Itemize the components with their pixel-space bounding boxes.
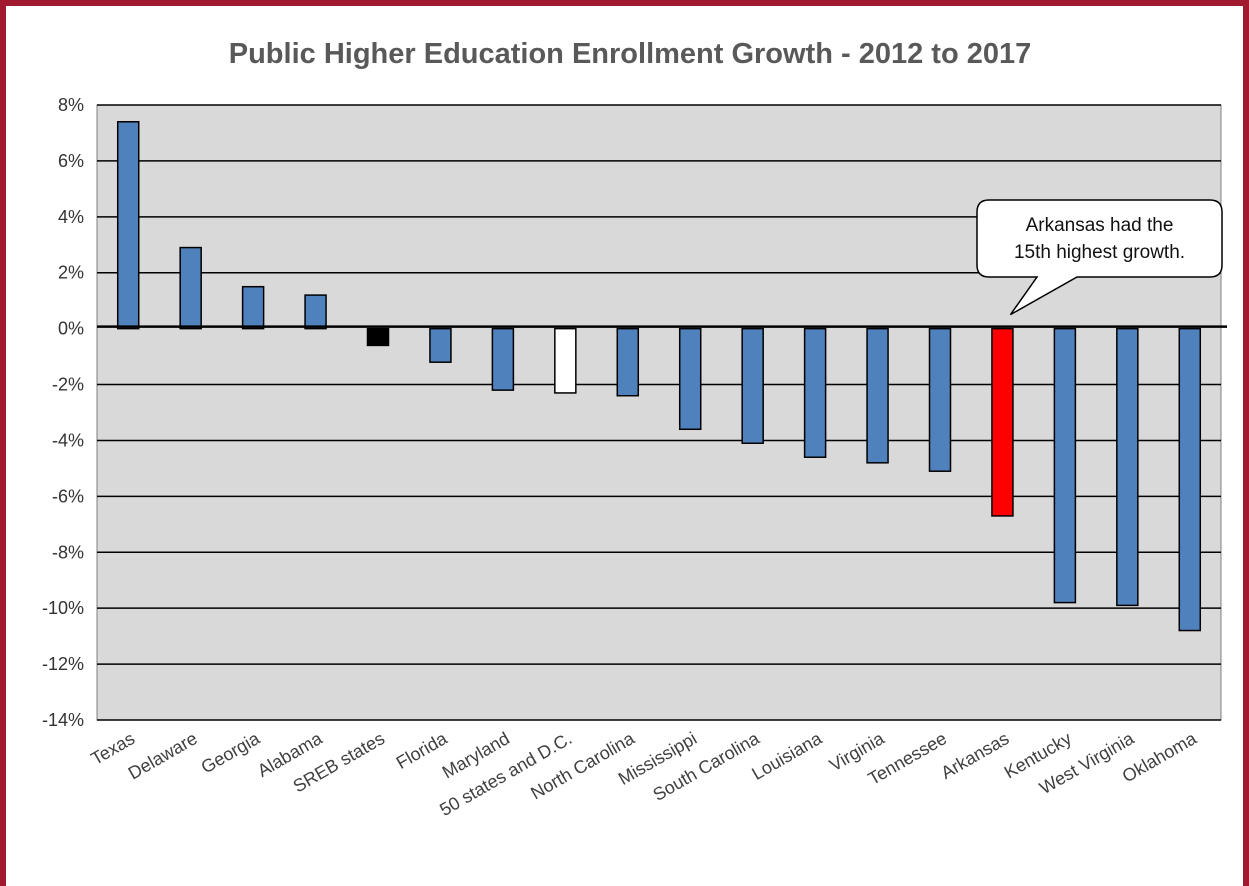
bar-oklahoma [1178,327,1202,632]
x-tick-label: Arkansas [937,728,1012,783]
y-tick-label: 8% [58,95,84,115]
plot-background [96,104,1222,721]
x-tick-label: Delaware [125,728,201,783]
bar-florida [429,327,452,363]
callout-bubble [976,199,1223,316]
bar-kentucky [1053,327,1077,604]
bar-maryland [491,327,515,391]
y-tick-label: -8% [52,542,84,562]
bar-texas [116,121,140,330]
plot-area: 8%6%4%2%0%-2%-4%-6%-8%-10%-12%-14%TexasD… [42,95,1227,820]
y-tick-label: 2% [58,263,84,283]
y-tick-label: -2% [52,375,84,395]
y-tick-label: 0% [58,319,84,339]
bar-alabama [304,294,327,330]
callout-text-line: Arkansas had the [1026,215,1174,236]
bar-50-states-and-d-c [554,327,577,394]
y-tick-label: -10% [42,598,84,618]
bar-north-carolina [616,327,640,397]
bar-arkansas [991,327,1014,517]
bar-mississippi [678,327,702,431]
x-tick-label: Georgia [198,728,264,778]
bar-sreb-states [366,327,390,347]
bar-virginia [866,327,889,464]
y-tick-label: 4% [58,207,84,227]
bar-georgia [241,285,265,330]
x-tick-label: Louisiana [748,728,826,784]
bar-south-carolina [741,327,764,444]
callout-text-line: 15th highest growth. [1014,242,1185,263]
x-tick-label: South Carolina [650,728,764,805]
bar-louisiana [803,327,827,458]
y-tick-label: -12% [42,654,84,674]
bar-tennessee [928,327,952,472]
chart-title: Public Higher Education Enrollment Growt… [229,38,1031,70]
bar-delaware [179,246,202,330]
x-tick-label: North Carolina [527,728,638,804]
y-tick-label: -14% [42,710,84,730]
y-tick-label: -4% [52,430,84,450]
y-tick-label: -6% [52,486,84,506]
y-tick-label: 6% [58,151,84,171]
bar-west-virginia [1116,327,1139,607]
